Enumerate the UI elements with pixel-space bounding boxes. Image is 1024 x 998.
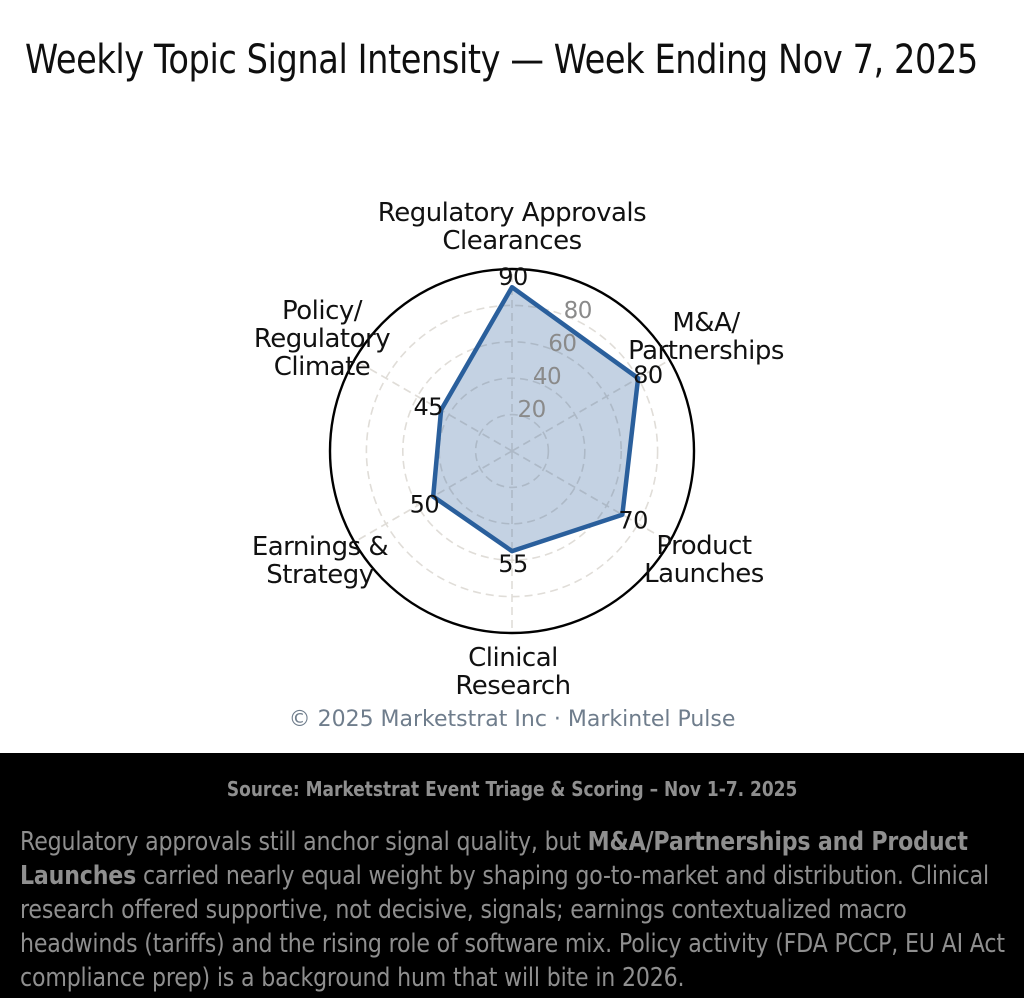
radar-chart: 20 40 60 80 90 80 70 55 50 45 [328,263,696,635]
axis-label-product-launches: Product Launches [644,531,764,589]
radar-grid-spoke [353,359,513,452]
value-label: 70 [618,507,648,535]
radar-grid-spoke [511,359,671,452]
radial-tick-label: 80 [564,298,592,324]
commentary-bold: M&A/Partnerships and Product Launches [20,827,968,891]
chart-title: Weekly Topic Signal Intensity — Week End… [25,36,978,83]
axis-label-regulatory-approvals-clearances: Regulatory Approvals Clearances [377,198,647,256]
value-label: 80 [633,361,663,389]
radial-tick-label: 40 [533,364,561,390]
radial-tick-label: 60 [548,331,576,357]
radar-outer-ring [328,267,696,635]
value-label: 55 [498,550,528,578]
copyright-line: © 2025 Marketstrat Inc · Markintel Pulse [288,707,736,732]
axis-label-clinical-research: Clinical Research [455,643,571,701]
value-label: 90 [498,263,528,291]
radar-series-polygon [430,284,641,554]
axis-label-ma-partnerships: M&A/ Partnerships [628,308,784,366]
commentary-text: Regulatory approvals still anchor signal… [20,825,1023,995]
radar-grid-ring [474,413,550,489]
commentary-rest: carried nearly equal weight by shaping g… [20,861,1005,993]
axis-label-policy-regulatory-climate: Policy/ Regulatory Climate [253,296,391,382]
footer: Source: Marketstrat Event Triage & Scori… [0,753,1024,998]
axis-label-earnings-strategy: Earnings & Strategy [251,532,389,590]
value-label: 45 [414,393,444,421]
value-label: 50 [410,491,440,519]
source-line: Source: Marketstrat Event Triage & Scori… [226,777,798,801]
radar-grid-spoke [511,450,671,543]
commentary-lead: Regulatory approvals still anchor signal… [20,827,588,857]
radial-tick-label: 20 [517,397,545,423]
